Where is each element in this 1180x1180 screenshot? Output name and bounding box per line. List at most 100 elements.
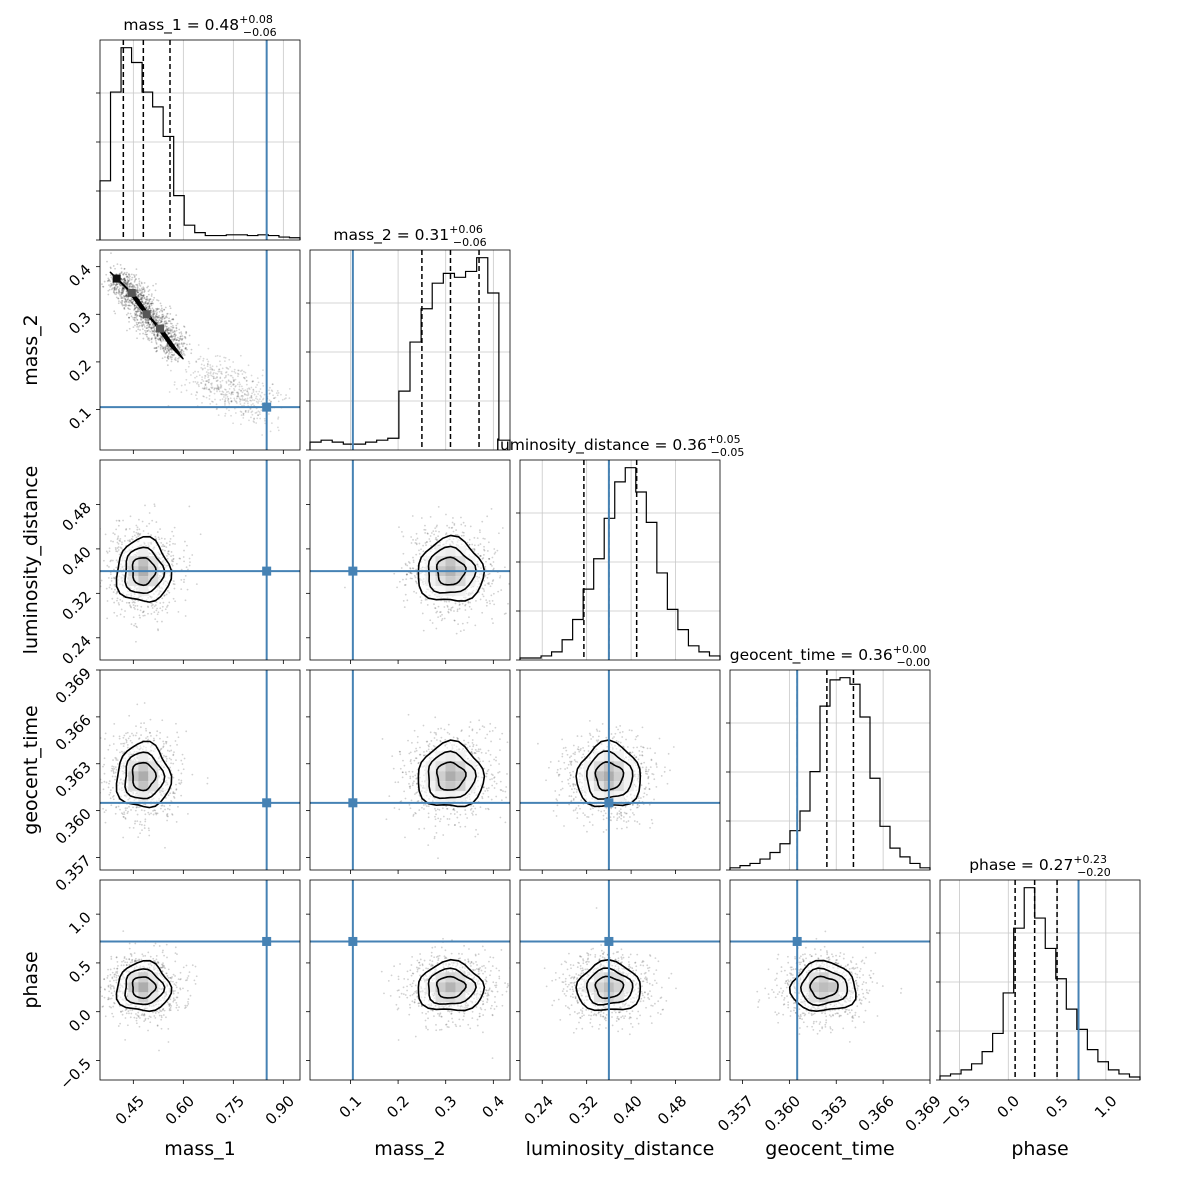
scatter-point xyxy=(419,753,422,756)
scatter-point xyxy=(398,526,400,529)
scatter-point xyxy=(144,331,147,334)
scatter-point xyxy=(164,740,167,743)
scatter-point xyxy=(167,550,170,553)
scatter-point xyxy=(450,527,453,529)
scatter-point xyxy=(177,344,179,347)
scatter-point xyxy=(218,370,221,373)
scatter-point xyxy=(175,329,178,332)
scatter-point xyxy=(209,372,212,375)
scatter-point xyxy=(123,277,126,280)
scatter-point xyxy=(268,389,270,392)
scatter-point xyxy=(214,387,217,390)
scatter-point xyxy=(155,314,157,317)
scatter-point xyxy=(110,283,113,286)
scatter-point xyxy=(120,293,123,296)
scatter-point xyxy=(257,393,259,395)
scatter-point xyxy=(215,403,218,406)
scatter-point xyxy=(106,280,109,283)
scatter-point xyxy=(188,564,191,567)
scatter-point xyxy=(146,302,149,304)
scatter-point xyxy=(146,305,149,308)
scatter-point xyxy=(114,283,117,286)
scatter-point xyxy=(110,804,113,807)
scatter-point xyxy=(197,358,200,361)
scatter-point xyxy=(212,373,215,375)
scatter-point xyxy=(153,739,156,742)
scatter-point xyxy=(164,347,167,350)
scatter-point xyxy=(272,397,275,400)
scatter-point xyxy=(255,386,257,389)
scatter-point xyxy=(172,558,175,561)
scatter-point xyxy=(447,611,450,614)
scatter-point xyxy=(110,577,113,580)
scatter-point xyxy=(418,553,421,555)
scatter-point xyxy=(126,282,129,285)
scatter-point xyxy=(188,343,191,346)
scatter-point xyxy=(232,384,234,386)
scatter-point xyxy=(232,391,235,394)
scatter-point xyxy=(110,580,113,582)
scatter-point xyxy=(171,813,173,815)
scatter-point xyxy=(261,434,264,436)
scatter-point xyxy=(280,393,282,396)
scatter-point xyxy=(131,276,134,279)
contour-line xyxy=(113,275,180,356)
scatter-point xyxy=(216,390,218,393)
scatter-point xyxy=(179,338,181,341)
scatter-point xyxy=(168,349,170,352)
scatter-point xyxy=(117,297,119,300)
scatter-point xyxy=(164,797,167,799)
scatter-point xyxy=(153,503,156,506)
scatter-point xyxy=(115,759,118,761)
scatter-point xyxy=(128,316,130,319)
scatter-point xyxy=(135,273,138,276)
scatter-point xyxy=(135,268,138,271)
scatter-point xyxy=(129,515,132,518)
scatter-point xyxy=(151,307,154,310)
scatter-point xyxy=(148,522,151,525)
scatter-point xyxy=(245,400,247,403)
scatter-point xyxy=(142,286,145,289)
scatter-point xyxy=(217,386,220,389)
scatter-point xyxy=(490,798,493,801)
pair-panel-mass_2-luminosity_distance xyxy=(306,459,511,664)
scatter-point xyxy=(120,277,123,280)
scatter-point xyxy=(224,399,227,401)
scatter-point xyxy=(128,301,131,304)
scatter-point xyxy=(172,318,175,320)
scatter-point xyxy=(489,602,491,605)
pair-content xyxy=(100,250,300,450)
scatter-point xyxy=(400,800,403,803)
scatter-point xyxy=(100,579,103,582)
scatter-point xyxy=(262,369,264,372)
scatter-point xyxy=(175,783,177,786)
scatter-point xyxy=(120,288,123,291)
scatter-point xyxy=(426,604,429,606)
scatter-point xyxy=(207,360,210,363)
scatter-point xyxy=(110,276,113,279)
scatter-point xyxy=(132,302,134,305)
scatter-point xyxy=(243,376,245,379)
scatter-point xyxy=(173,381,176,384)
scatter-point xyxy=(125,294,128,296)
scatter-point xyxy=(468,543,471,546)
scatter-point xyxy=(136,284,139,287)
scatter-point xyxy=(135,323,138,326)
scatter-point xyxy=(499,575,502,577)
scatter-point xyxy=(152,330,155,333)
scatter-point xyxy=(169,355,172,358)
scatter-point xyxy=(162,337,165,340)
scatter-point xyxy=(429,535,432,537)
scatter-point xyxy=(131,301,134,304)
scatter-point xyxy=(102,285,105,288)
scatter-point xyxy=(126,743,129,746)
scatter-point xyxy=(138,324,141,327)
scatter-point xyxy=(131,538,134,541)
scatter-point xyxy=(228,387,231,390)
scatter-point xyxy=(160,537,163,540)
scatter-point xyxy=(396,586,398,589)
scatter-point xyxy=(108,284,110,287)
scatter-point xyxy=(114,287,117,290)
scatter-point xyxy=(140,281,143,284)
scatter-point xyxy=(114,285,117,287)
